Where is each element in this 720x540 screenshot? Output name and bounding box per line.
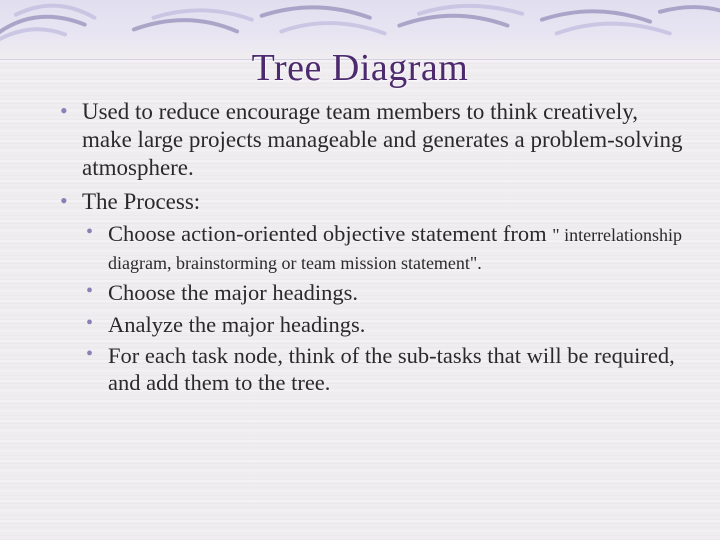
bullet-list-level-2: Choose action-oriented objective stateme…: [82, 220, 690, 397]
list-item: For each task node, think of the sub-tas…: [82, 342, 690, 397]
list-item-text: Choose the major headings.: [108, 280, 358, 305]
slide-body: Used to reduce encourage team members to…: [54, 98, 690, 403]
list-item: Used to reduce encourage team members to…: [54, 98, 690, 182]
list-item: Choose the major headings.: [82, 279, 690, 306]
list-item: Analyze the major headings.: [82, 311, 690, 338]
slide-title: Tree Diagram: [0, 46, 720, 90]
list-item-text: Analyze the major headings.: [108, 312, 365, 337]
bullet-list-level-1: Used to reduce encourage team members to…: [54, 98, 690, 397]
list-item: The Process: Choose action-oriented obje…: [54, 188, 690, 397]
list-item-text: Choose action-oriented objective stateme…: [108, 221, 552, 246]
list-item: Choose action-oriented objective stateme…: [82, 220, 690, 275]
list-item-text: For each task node, think of the sub-tas…: [108, 343, 675, 395]
list-item-text: Used to reduce encourage team members to…: [82, 99, 683, 180]
list-item-text: The Process:: [82, 189, 200, 214]
